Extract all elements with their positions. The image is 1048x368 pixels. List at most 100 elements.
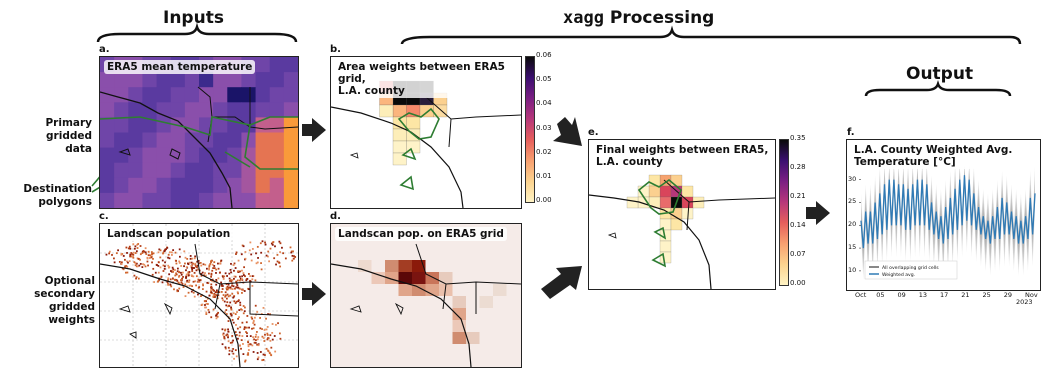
population-pixel bbox=[216, 313, 219, 315]
population-pixel bbox=[255, 333, 258, 336]
grid-cell bbox=[269, 87, 285, 103]
population-pixel bbox=[135, 250, 138, 253]
population-pixel bbox=[147, 254, 150, 257]
population-pixel bbox=[162, 264, 165, 267]
population-pixel bbox=[163, 267, 166, 270]
population-pixel bbox=[150, 253, 153, 256]
population-pixel bbox=[243, 290, 246, 292]
population-pixel bbox=[215, 278, 218, 281]
population-pixel bbox=[241, 275, 244, 278]
population-pixel bbox=[276, 260, 279, 263]
population-pixel bbox=[239, 301, 242, 304]
population-pixel bbox=[216, 289, 218, 292]
grid-cell bbox=[100, 72, 115, 88]
population-pixel bbox=[222, 332, 225, 335]
population-pixel bbox=[190, 264, 193, 267]
population-pixel bbox=[142, 263, 144, 266]
population-pixel bbox=[235, 334, 238, 336]
population-pixel bbox=[241, 244, 244, 247]
population-pixel bbox=[237, 270, 240, 273]
grid-cell bbox=[156, 147, 172, 164]
population-pixel bbox=[205, 302, 208, 305]
population-pixel bbox=[194, 255, 197, 258]
population-pixel bbox=[122, 255, 125, 257]
population-pixel bbox=[215, 291, 218, 294]
population-pixel bbox=[256, 261, 259, 264]
population-pixel bbox=[237, 317, 239, 320]
population-pixel bbox=[171, 266, 174, 269]
colorbar-tick-label: 0.03 bbox=[536, 123, 552, 132]
population-pixel bbox=[271, 338, 274, 341]
colorbar-tick-label: 0.00 bbox=[536, 196, 552, 204]
population-pixel bbox=[188, 261, 191, 264]
population-pixel bbox=[186, 281, 188, 283]
grid-cell bbox=[213, 87, 228, 103]
population-pixel bbox=[233, 262, 236, 265]
weighted-avg-line bbox=[860, 175, 1036, 249]
population-pixel bbox=[120, 261, 123, 264]
population-pixel bbox=[232, 264, 235, 266]
population-pixel bbox=[196, 264, 199, 267]
population-pixel bbox=[167, 256, 169, 259]
population-pixel bbox=[260, 268, 263, 271]
population-pixel bbox=[221, 328, 224, 331]
grid-cell bbox=[199, 132, 214, 149]
population-pixel bbox=[175, 272, 177, 275]
population-pixel bbox=[211, 263, 214, 266]
population-pixel bbox=[225, 334, 228, 337]
population-pixel bbox=[208, 268, 210, 271]
colorbar-tick-label: 0.05 bbox=[536, 75, 552, 84]
grid-cell bbox=[114, 117, 129, 133]
population-pixel bbox=[253, 338, 255, 341]
population-pixel bbox=[278, 261, 281, 264]
grid-cell bbox=[269, 72, 285, 88]
grid-cell bbox=[142, 162, 158, 179]
grid-cell bbox=[184, 147, 200, 164]
population-cell bbox=[398, 260, 412, 272]
population-pixel bbox=[169, 270, 172, 272]
population-pixel bbox=[226, 275, 228, 277]
grid-cell bbox=[128, 192, 143, 208]
population-pixel bbox=[281, 246, 283, 249]
population-pixel bbox=[183, 250, 186, 253]
population-pixel bbox=[223, 335, 226, 338]
population-pixel bbox=[225, 309, 228, 311]
population-pixel bbox=[236, 291, 239, 294]
population-pixel bbox=[210, 273, 213, 276]
population-pixel bbox=[266, 338, 269, 341]
population-pixel bbox=[191, 257, 194, 260]
panel-a-era5-map: ERA5 mean temperature bbox=[99, 56, 299, 209]
population-pixel bbox=[212, 308, 215, 311]
population-pixel bbox=[274, 245, 276, 248]
legend-label-weighted: Weighted avg. bbox=[882, 272, 915, 278]
population-pixel bbox=[247, 345, 250, 348]
population-pixel bbox=[257, 343, 260, 346]
population-pixel bbox=[260, 313, 263, 315]
population-pixel bbox=[195, 284, 198, 287]
panel-f-letter: f. bbox=[847, 127, 855, 138]
grid-cell bbox=[170, 72, 186, 88]
population-cell bbox=[398, 272, 412, 284]
population-pixel bbox=[143, 263, 146, 266]
population-pixel bbox=[177, 270, 180, 273]
population-pixel bbox=[200, 295, 202, 297]
population-pixel bbox=[244, 251, 247, 253]
grid-cell bbox=[283, 192, 298, 208]
population-pixel bbox=[180, 271, 182, 274]
grid-cell bbox=[170, 132, 186, 149]
population-pixel bbox=[187, 271, 190, 274]
population-pixel bbox=[181, 283, 184, 285]
grid-cell bbox=[128, 87, 143, 103]
population-pixel bbox=[257, 336, 260, 338]
population-cell bbox=[439, 272, 453, 284]
population-pixel bbox=[269, 334, 272, 337]
population-pixel bbox=[194, 262, 197, 265]
population-pixel bbox=[237, 259, 240, 262]
population-pixel bbox=[201, 288, 204, 290]
population-pixel bbox=[204, 274, 207, 277]
population-pixel bbox=[214, 291, 217, 294]
population-pixel bbox=[184, 283, 187, 286]
population-pixel bbox=[244, 257, 247, 260]
population-pixel bbox=[294, 256, 297, 258]
x-tick-label: 21 bbox=[961, 291, 970, 299]
